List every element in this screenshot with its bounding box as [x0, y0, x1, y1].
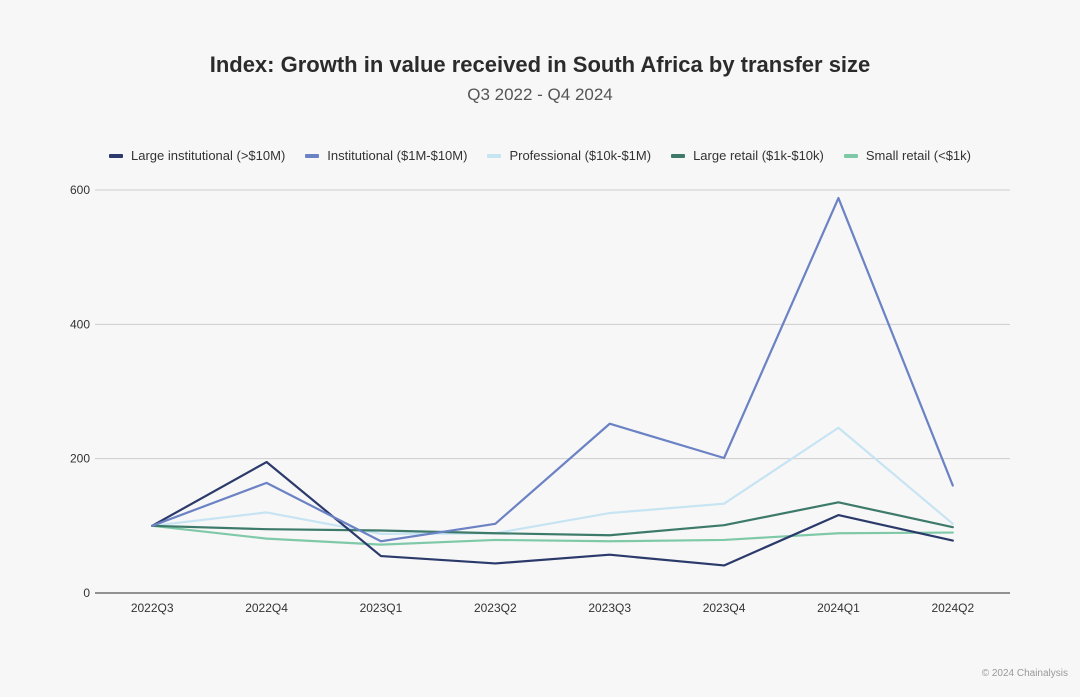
- legend-swatch: [305, 153, 320, 158]
- legend-label: Large institutional (>$10M): [131, 148, 286, 163]
- series-line: [151, 426, 954, 535]
- legend-item: Professional ($10k-$1M): [487, 148, 651, 163]
- legend-item: Small retail (<$1k): [843, 148, 971, 163]
- x-tick-label: 2023Q3: [588, 601, 631, 615]
- y-tick-label: 200: [70, 452, 90, 466]
- chart-legend: Large institutional (>$10M) Institutional…: [0, 148, 1080, 163]
- series-line: [151, 524, 954, 546]
- legend-label: Professional ($10k-$1M): [509, 148, 652, 163]
- series-line: [151, 460, 954, 567]
- legend-swatch: [109, 153, 123, 158]
- x-tick-label: 2024Q2: [931, 601, 974, 615]
- legend-swatch: [843, 153, 858, 158]
- x-tick-label: 2024Q1: [817, 601, 860, 615]
- legend-item: Large institutional (>$10M): [109, 148, 285, 163]
- copyright-notice: © 2024 Chainalysis: [981, 668, 1068, 679]
- chart-subtitle: Q3 2022 - Q4 2024: [467, 85, 613, 104]
- series-line: [151, 196, 954, 543]
- x-tick-label: 2023Q1: [360, 601, 403, 615]
- series-line: [151, 501, 954, 537]
- x-tick-label: 2023Q2: [474, 601, 517, 615]
- x-tick-label: 2022Q3: [131, 601, 174, 615]
- x-tick-label: 2022Q4: [245, 601, 288, 615]
- legend-label: Institutional ($1M-$10M): [327, 148, 468, 163]
- legend-swatch: [487, 153, 502, 158]
- legend-label: Small retail (<$1k): [865, 148, 971, 163]
- legend-swatch: [671, 153, 686, 158]
- legend-item: Institutional ($1M-$10M): [305, 148, 467, 163]
- legend-item: Large retail ($1k-$10k): [671, 148, 824, 163]
- y-tick-label: 0: [83, 586, 90, 600]
- chart-title: Index: Growth in value received in South…: [209, 52, 871, 77]
- y-tick-label: 600: [70, 183, 90, 197]
- x-tick-label: 2023Q4: [703, 601, 746, 615]
- y-tick-label: 400: [70, 317, 90, 331]
- legend-label: Large retail ($1k-$10k): [693, 148, 824, 163]
